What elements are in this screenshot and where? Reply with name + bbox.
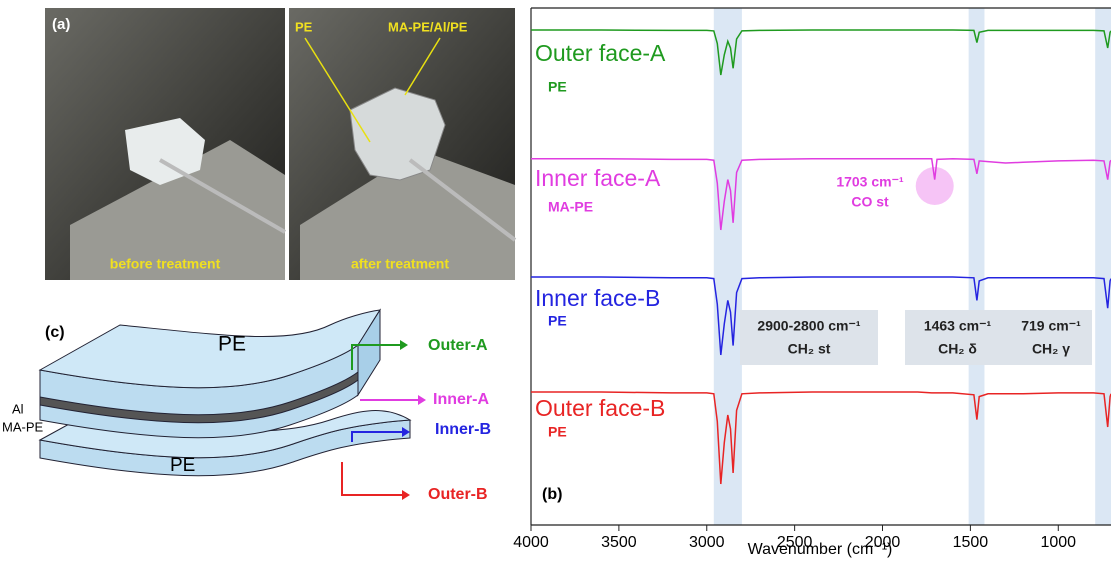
caption: before treatment xyxy=(110,256,221,272)
sample-label: PE xyxy=(548,424,567,440)
x-tick-label: 4000 xyxy=(513,534,549,551)
panel-label: (a) xyxy=(52,16,70,33)
layer-label: PE xyxy=(170,455,195,476)
annotation: 1703 cm⁻¹ xyxy=(836,174,904,190)
arrow xyxy=(342,462,402,495)
series-label: Inner face-A xyxy=(535,165,661,191)
face-label: Outer-A xyxy=(428,337,488,354)
annotation: CO st xyxy=(851,194,889,210)
figure: (a) before treatment after treatment PE … xyxy=(0,0,1111,559)
annotation: 1463 cm⁻¹ xyxy=(924,318,992,334)
x-tick-label: 1000 xyxy=(1040,534,1076,551)
arrow-head xyxy=(402,490,410,500)
arrow-label: MA-PE/Al/PE xyxy=(388,19,468,34)
annotation: 2900-2800 cm⁻¹ xyxy=(757,318,860,334)
sample-label: PE xyxy=(548,79,567,95)
face-label: Inner-A xyxy=(433,391,489,408)
x-tick-label: 1500 xyxy=(953,534,989,551)
face-label: Outer-B xyxy=(428,486,488,503)
arrow-head xyxy=(400,340,408,350)
sample-label: MA-PE xyxy=(548,199,593,215)
x-tick-label: 3500 xyxy=(601,534,637,551)
caption: after treatment xyxy=(351,256,449,272)
x-axis-label: Wavenumber (cm⁻¹) xyxy=(748,541,893,558)
highlight-band xyxy=(1095,8,1111,525)
layer-label: PE xyxy=(218,333,246,356)
highlight-band xyxy=(969,8,985,525)
annotation: CH₂ st xyxy=(788,341,831,357)
face-label: Inner-B xyxy=(435,421,491,438)
x-tick-label: 3000 xyxy=(689,534,725,551)
series-label: Outer face-A xyxy=(535,40,666,66)
annotation: 719 cm⁻¹ xyxy=(1021,318,1081,334)
layer-label: MA-PE xyxy=(2,419,44,434)
peak-highlight xyxy=(916,167,954,205)
panel-a: (a) before treatment after treatment PE … xyxy=(45,8,515,280)
panel-label: (c) xyxy=(45,324,65,341)
panel-label: (b) xyxy=(542,486,562,503)
arrow-head xyxy=(418,395,426,405)
annotation: CH₂ δ xyxy=(938,341,977,357)
layer-label: Al xyxy=(12,401,24,416)
series-label: Outer face-B xyxy=(535,395,665,421)
sample-label: PE xyxy=(548,313,567,329)
series-label: Inner face-B xyxy=(535,285,660,311)
annotation: CH₂ γ xyxy=(1032,341,1070,357)
arrow-label: PE xyxy=(295,19,313,34)
